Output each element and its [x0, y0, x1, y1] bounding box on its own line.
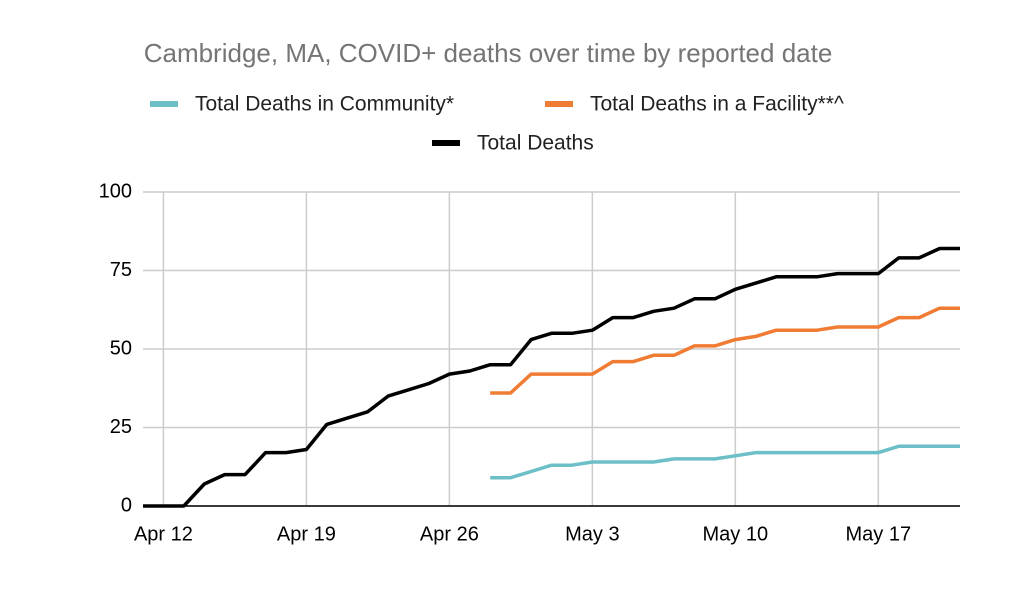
data-line [490, 306, 960, 395]
x-tick-label: May 10 [703, 523, 769, 545]
legend-label: Total Deaths in a Facility**^ [590, 93, 844, 116]
y-tick-label: 25 [110, 416, 132, 438]
data-line [490, 444, 960, 480]
chart-title: Cambridge, MA, COVID+ deaths over time b… [144, 38, 833, 68]
legend-label: Total Deaths [477, 132, 594, 155]
legend-swatch [545, 101, 573, 107]
y-tick-label: 0 [121, 494, 132, 516]
x-tick-label: May 3 [565, 523, 619, 545]
y-tick-label: 100 [99, 180, 132, 202]
y-tick-label: 75 [110, 259, 132, 281]
x-tick-label: Apr 26 [420, 523, 479, 545]
data-line [143, 246, 960, 508]
x-tick-label: Apr 19 [277, 523, 336, 545]
legend-swatch [432, 140, 460, 146]
legend-label: Total Deaths in Community* [195, 93, 454, 116]
x-tick-label: May 17 [846, 523, 912, 545]
x-tick-label: Apr 12 [134, 523, 193, 545]
legend-swatch [150, 101, 178, 107]
y-tick-label: 50 [110, 337, 132, 359]
